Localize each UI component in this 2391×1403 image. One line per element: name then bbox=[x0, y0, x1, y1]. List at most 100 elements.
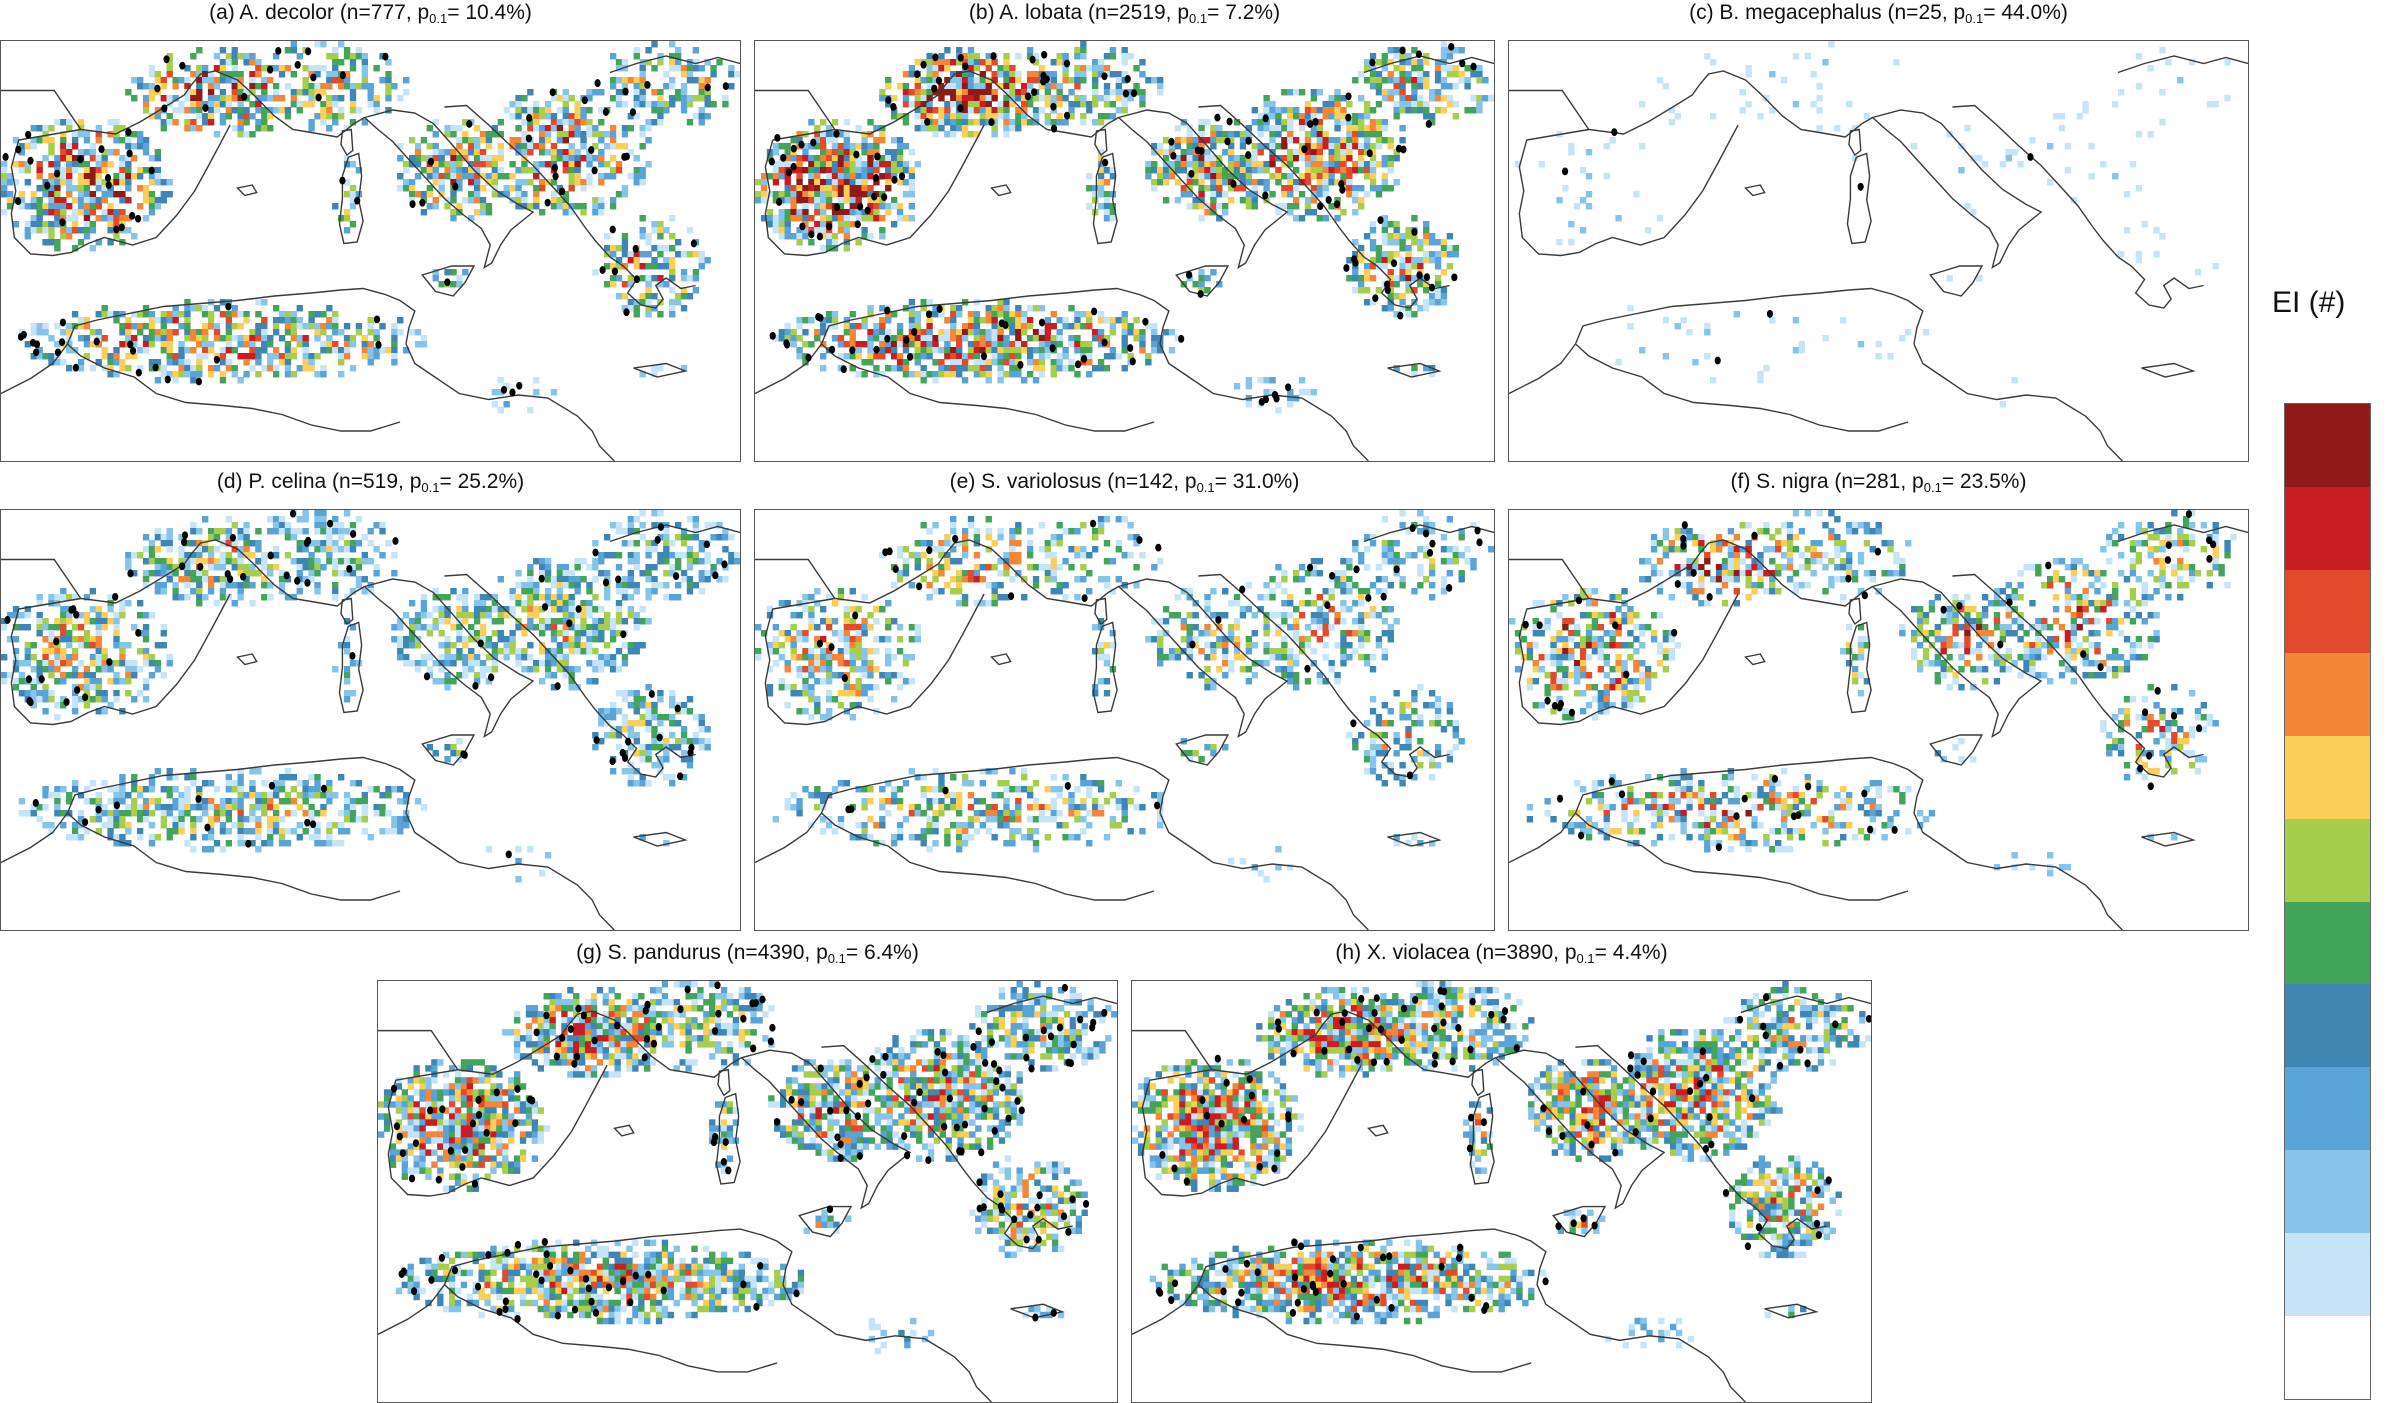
suitability-cell bbox=[509, 161, 516, 168]
suitability-cell bbox=[938, 359, 945, 366]
suitability-cell bbox=[527, 576, 534, 583]
suitability-cell bbox=[562, 570, 569, 577]
suitability-cell bbox=[615, 293, 623, 300]
suitability-cell bbox=[533, 173, 540, 180]
suitability-raster bbox=[1514, 41, 2231, 408]
suitability-cell bbox=[849, 221, 856, 228]
suitability-cell bbox=[172, 329, 179, 336]
suitability-cell bbox=[609, 618, 617, 625]
suitability-cell bbox=[680, 95, 688, 102]
suitability-cell bbox=[1387, 269, 1394, 276]
suitability-cell bbox=[119, 197, 126, 204]
suitability-cell bbox=[1322, 185, 1329, 192]
suitability-cell bbox=[2005, 155, 2012, 162]
suitability-cell bbox=[468, 215, 475, 222]
suitability-cell bbox=[1556, 239, 1563, 246]
suitability-cell bbox=[609, 53, 617, 60]
suitability-cell bbox=[308, 89, 315, 96]
suitability-cell bbox=[802, 221, 809, 228]
suitability-cell bbox=[420, 594, 428, 601]
suitability-cell bbox=[1434, 275, 1442, 282]
suitability-cell bbox=[1198, 179, 1205, 186]
suitability-cell bbox=[657, 101, 664, 108]
suitability-cell bbox=[944, 107, 951, 114]
suitability-cell bbox=[1822, 335, 1829, 342]
suitability-cell bbox=[627, 77, 635, 84]
suitability-cell bbox=[1269, 143, 1276, 150]
suitability-cell bbox=[243, 353, 250, 360]
suitability-cell bbox=[255, 119, 262, 126]
suitability-cell bbox=[1304, 155, 1312, 162]
suitability-cell bbox=[568, 161, 575, 168]
suitability-cell bbox=[290, 594, 298, 601]
suitability-cell bbox=[326, 323, 333, 330]
suitability-cell bbox=[944, 131, 951, 138]
suitability-cell bbox=[657, 552, 664, 559]
suitability-cell bbox=[243, 335, 250, 342]
suitability-cell bbox=[639, 227, 646, 234]
suitability-cell bbox=[479, 137, 487, 144]
suitability-cell bbox=[142, 341, 150, 348]
suitability-cell bbox=[538, 558, 546, 565]
suitability-cell bbox=[615, 101, 623, 108]
suitability-cell bbox=[633, 77, 640, 84]
occurrence-dot bbox=[552, 172, 559, 181]
suitability-cell bbox=[533, 203, 540, 210]
suitability-cell bbox=[77, 179, 85, 186]
suitability-cell bbox=[550, 600, 558, 607]
suitability-cell bbox=[1310, 107, 1318, 114]
suitability-cell bbox=[314, 353, 321, 360]
suitability-cell bbox=[326, 101, 333, 108]
suitability-cell bbox=[237, 552, 244, 559]
suitability-cell bbox=[837, 335, 845, 342]
suitability-cell bbox=[920, 371, 927, 378]
suitability-cell bbox=[778, 167, 786, 174]
suitability-cell bbox=[379, 528, 386, 535]
suitability-cell bbox=[645, 275, 652, 282]
suitability-cell bbox=[12, 648, 20, 655]
suitability-cell bbox=[485, 155, 493, 162]
suitability-cell bbox=[615, 588, 623, 595]
suitability-cell bbox=[1174, 179, 1182, 186]
suitability-cell bbox=[172, 305, 179, 312]
suitability-cell bbox=[261, 341, 268, 348]
suitability-cell bbox=[166, 534, 173, 541]
suitability-cell bbox=[825, 317, 833, 324]
suitability-cell bbox=[979, 365, 987, 372]
suitability-cell bbox=[1399, 107, 1406, 114]
suitability-cell bbox=[136, 552, 144, 559]
suitability-cell bbox=[456, 636, 463, 643]
suitability-cell bbox=[997, 341, 1004, 348]
suitability-cell bbox=[820, 185, 827, 192]
suitability-cell bbox=[1304, 173, 1312, 180]
occurrence-dot bbox=[690, 239, 697, 248]
suitability-cell bbox=[202, 540, 209, 547]
suitability-cell bbox=[343, 323, 351, 330]
suitability-cell bbox=[686, 95, 694, 102]
suitability-cell bbox=[1186, 125, 1193, 132]
suitability-cell bbox=[119, 323, 126, 330]
suitability-cell bbox=[231, 335, 238, 342]
suitability-cell bbox=[148, 173, 156, 180]
suitability-cell bbox=[1, 167, 8, 174]
suitability-cell bbox=[196, 71, 203, 78]
suitability-cell bbox=[1032, 77, 1040, 84]
suitability-cell bbox=[645, 564, 652, 571]
suitability-cell bbox=[468, 167, 475, 174]
occurrence-dot bbox=[810, 138, 817, 147]
suitability-cell bbox=[598, 173, 605, 180]
suitability-cell bbox=[527, 119, 534, 126]
suitability-cell bbox=[843, 215, 851, 222]
suitability-cell bbox=[231, 305, 238, 312]
suitability-cell bbox=[207, 365, 215, 372]
suitability-cell bbox=[944, 329, 951, 336]
suitability-cell bbox=[503, 612, 510, 619]
suitability-cell bbox=[914, 311, 921, 318]
suitability-cell bbox=[1399, 269, 1406, 276]
suitability-cell bbox=[920, 107, 927, 114]
occurrence-dot bbox=[935, 76, 943, 85]
suitability-cell bbox=[985, 359, 992, 366]
occurrence-dot bbox=[179, 61, 186, 70]
occurrence-dot bbox=[1423, 273, 1431, 281]
suitability-cell bbox=[125, 197, 132, 204]
